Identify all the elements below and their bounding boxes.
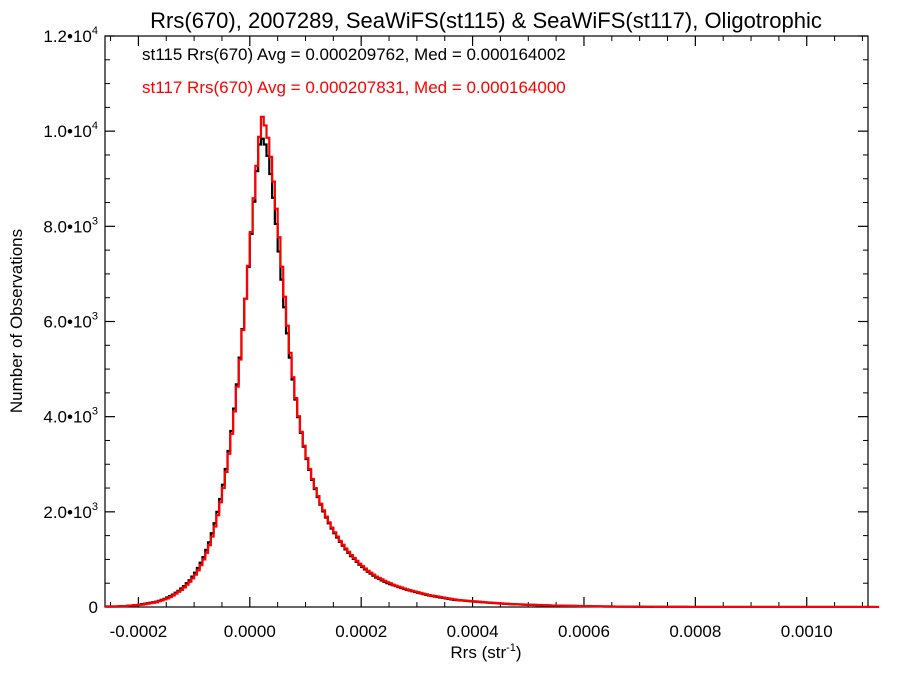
y-tick-base: 0 [82,122,91,141]
y-tick-mantissa: 4.0•1 [43,408,82,427]
y-tick-mantissa: 6.0•1 [43,313,82,332]
series-layer [105,115,880,609]
y-axis: 02.0•1034.0•1036.0•1038.0•1031.0•1041.2•… [43,25,868,617]
y-tick-base: 0 [82,313,91,332]
y-tick-label: 4.0•103 [43,406,98,427]
y-tick-label: 2.0•103 [43,501,98,522]
y-tick-base: 0 [82,408,91,427]
y-tick-base: 0 [82,27,91,46]
y-tick-exponent: 3 [92,215,98,227]
y-tick-exponent: 4 [92,120,98,132]
y-tick-label: 8.0•103 [43,215,98,236]
y-tick-exponent: 4 [92,25,98,37]
y-tick-mantissa: 8.0•1 [43,217,82,236]
y-tick-base: 0 [82,217,91,236]
x-tick-label: 0.0002 [335,622,387,641]
y-tick-base: 0 [82,503,91,522]
y-tick-mantissa: 1.0•1 [43,122,82,141]
y-tick-mantissa: 1.2•1 [43,27,82,46]
x-axis-title-end: ) [516,643,522,662]
y-tick-label: 0 [89,598,98,617]
y-tick-mantissa: 0 [89,598,98,617]
y-tick-label: 1.2•104 [43,25,98,46]
y-tick-exponent: 3 [92,311,98,323]
chart-title: Rrs(670), 2007289, SeaWiFS(st115) & SeaW… [150,8,822,33]
x-tick-label: 0.0010 [781,622,833,641]
y-tick-mantissa: 2.0•1 [43,503,82,522]
plot-frame [104,35,869,608]
legend-entry-st115: st115 Rrs(670) Avg = 0.000209762, Med = … [142,45,566,64]
x-axis: -0.0002 0.0000 0.0002 0.0004 0.0006 0.0008 0.0… [110,36,863,641]
x-tick-label: -0.0002 [110,622,168,641]
y-tick-label: 6.0•103 [43,311,98,332]
y-tick-exponent: 3 [92,406,98,418]
x-axis-title: Rrs (str-1) [450,642,521,662]
x-axis-title-sup: -1 [506,642,516,654]
x-tick-label: 0.0000 [224,622,276,641]
x-tick-label: 0.0006 [558,622,610,641]
y-tick-label: 1.0•104 [43,120,98,141]
x-tick-label: 0.0004 [447,622,499,641]
series-line-st117 [105,115,880,609]
x-tick-label: 0.0008 [669,622,721,641]
series-line-st115 [105,137,877,609]
y-axis-title: Number of Observations [7,229,26,413]
x-axis-title-text: Rrs (str [450,643,506,662]
legend-entry-st117: st117 Rrs(670) Avg = 0.000207831, Med = … [142,78,566,97]
y-tick-exponent: 3 [92,501,98,513]
